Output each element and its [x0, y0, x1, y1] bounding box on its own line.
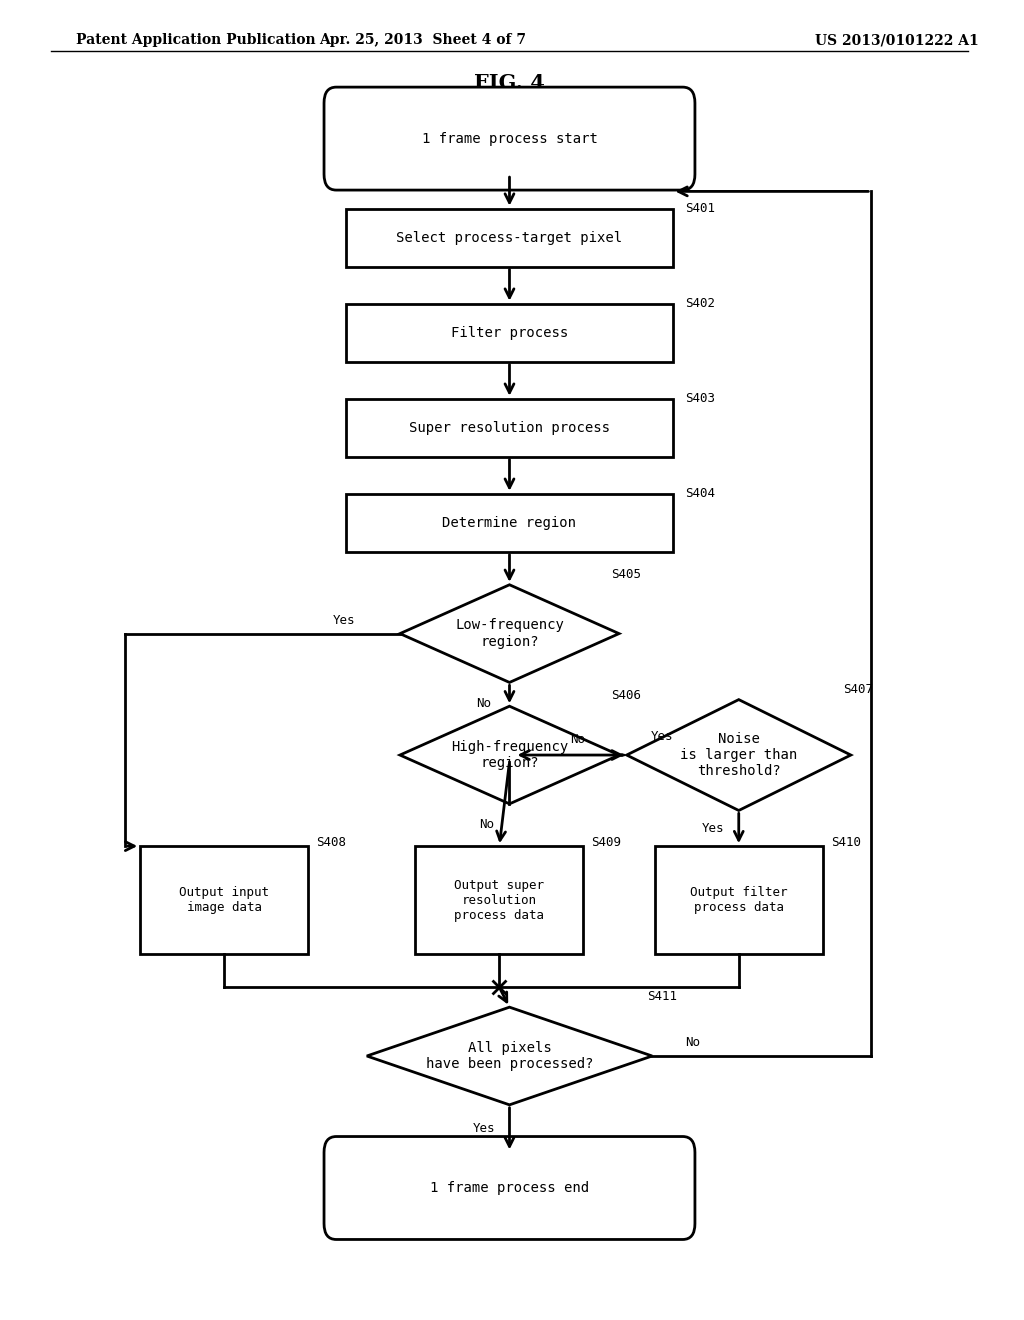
Polygon shape [400, 585, 620, 682]
Text: Filter process: Filter process [451, 326, 568, 339]
Text: S409: S409 [592, 836, 622, 849]
Text: Yes: Yes [473, 1122, 496, 1135]
Text: S402: S402 [685, 297, 715, 310]
Text: Apr. 25, 2013  Sheet 4 of 7: Apr. 25, 2013 Sheet 4 of 7 [319, 33, 526, 48]
Polygon shape [627, 700, 851, 810]
Text: FIG. 4: FIG. 4 [474, 73, 545, 92]
Text: Output filter
process data: Output filter process data [690, 886, 787, 915]
Text: S403: S403 [685, 392, 715, 405]
Polygon shape [367, 1007, 652, 1105]
Bar [346, 304, 673, 362]
Text: S411: S411 [647, 990, 677, 1003]
FancyBboxPatch shape [324, 1137, 695, 1239]
Text: S404: S404 [685, 487, 715, 500]
Text: Super resolution process: Super resolution process [409, 421, 610, 434]
Text: S406: S406 [611, 689, 641, 702]
Text: US 2013/0101222 A1: US 2013/0101222 A1 [815, 33, 979, 48]
Text: Select process-target pixel: Select process-target pixel [396, 231, 623, 244]
Text: Output input
image data: Output input image data [179, 886, 269, 915]
Bar [346, 209, 673, 267]
Text: S410: S410 [830, 836, 861, 849]
Text: Output super
resolution
process data: Output super resolution process data [455, 879, 545, 921]
Polygon shape [400, 706, 620, 804]
Bar [140, 846, 308, 954]
Text: No: No [479, 818, 495, 832]
Text: Determine region: Determine region [442, 516, 577, 529]
FancyBboxPatch shape [324, 87, 695, 190]
Text: 1 frame process start: 1 frame process start [422, 132, 597, 145]
Text: 1 frame process end: 1 frame process end [430, 1181, 589, 1195]
Text: S405: S405 [611, 568, 641, 581]
Bar [346, 494, 673, 552]
Bar [346, 399, 673, 457]
Bar [415, 846, 584, 954]
Text: Yes: Yes [650, 730, 673, 743]
Text: High-frequency
region?: High-frequency region? [451, 741, 568, 770]
Text: Yes: Yes [333, 614, 355, 627]
Text: Low-frequency
region?: Low-frequency region? [455, 619, 564, 648]
Text: No: No [570, 733, 586, 746]
Text: Yes: Yes [702, 822, 725, 836]
Text: S407: S407 [843, 682, 872, 696]
Text: Noise
is larger than
threshold?: Noise is larger than threshold? [680, 731, 798, 779]
Text: All pixels
have been processed?: All pixels have been processed? [426, 1041, 593, 1071]
Text: No: No [685, 1036, 700, 1049]
Bar [654, 846, 823, 954]
Text: No: No [476, 697, 492, 710]
Text: S401: S401 [685, 202, 715, 215]
Text: Patent Application Publication: Patent Application Publication [77, 33, 316, 48]
Text: S408: S408 [316, 836, 346, 849]
